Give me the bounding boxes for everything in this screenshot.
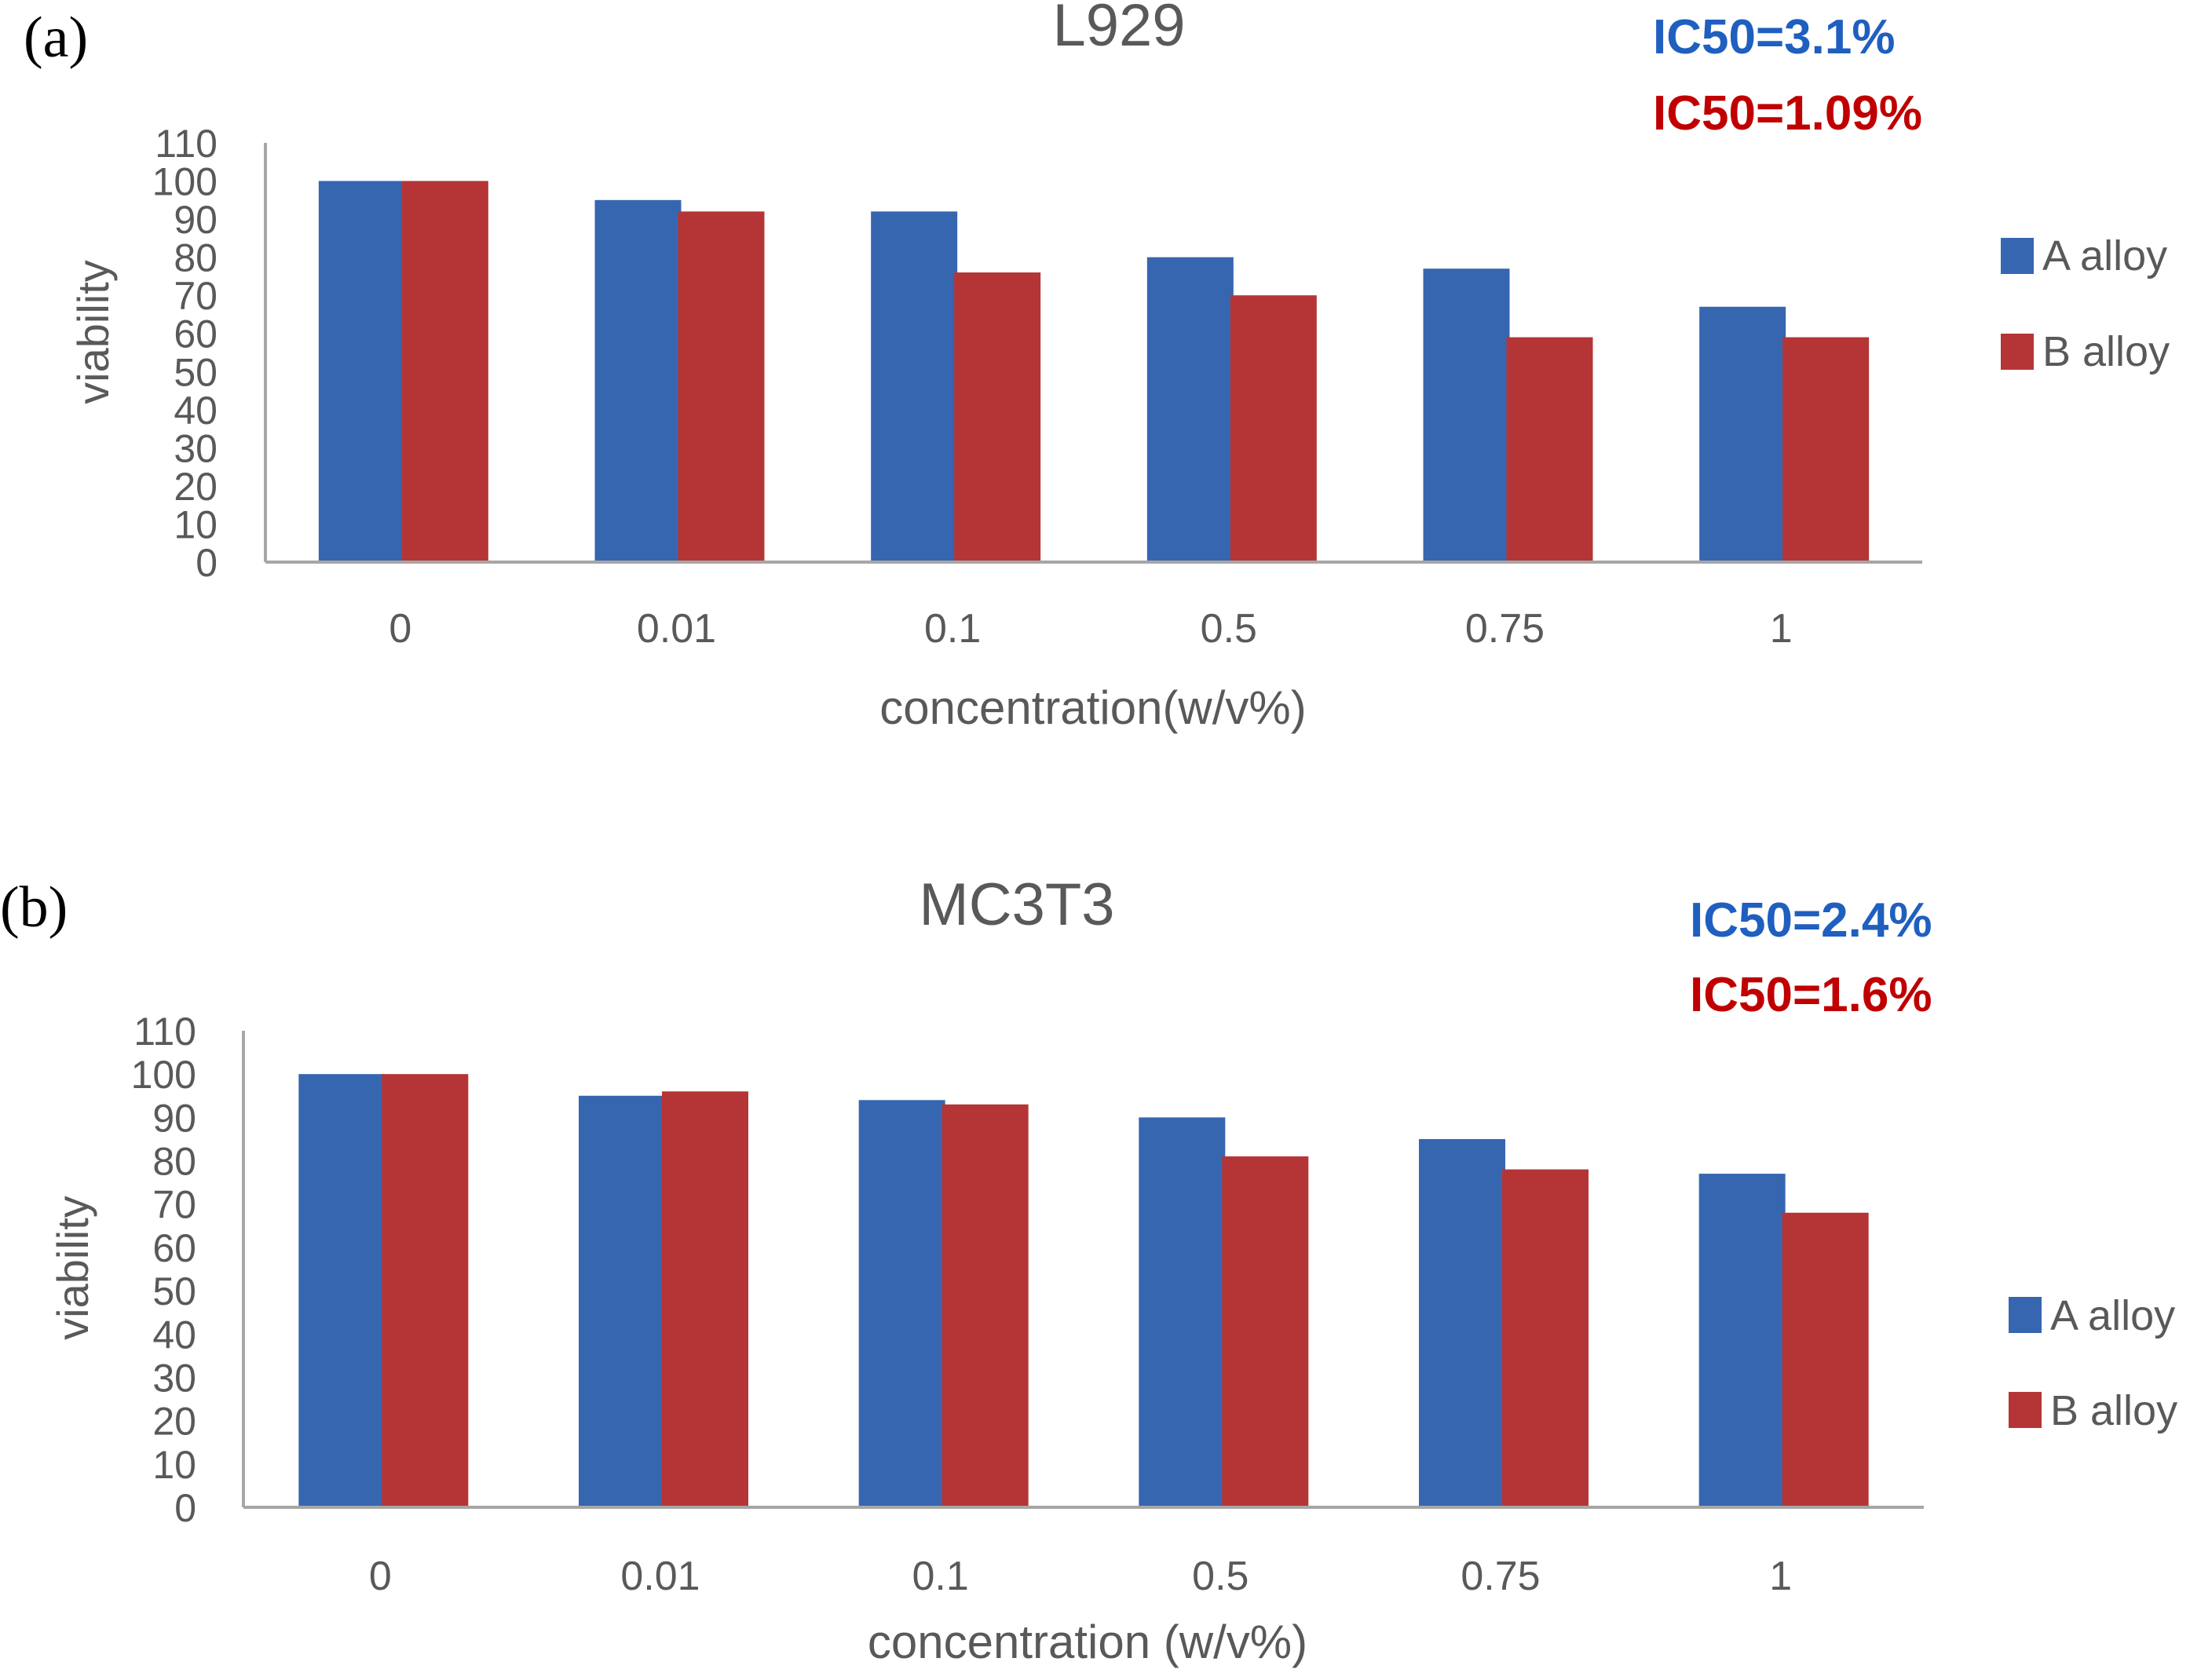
y-tick-label: 90	[152, 1096, 196, 1140]
legend: A alloy B alloy	[2009, 1292, 2177, 1434]
bar-b	[1782, 337, 1870, 562]
bar-b	[678, 211, 765, 562]
y-tick-label: 60	[152, 1226, 196, 1270]
y-tick-label: 100	[131, 1053, 196, 1097]
legend-label-a: A alloy	[2050, 1292, 2175, 1339]
y-tick-label: 40	[152, 1313, 196, 1357]
y-tick-label: 80	[174, 236, 218, 280]
bar-a	[1419, 1138, 1505, 1507]
y-tick-label: 70	[174, 274, 218, 318]
y-tick-label: 40	[174, 389, 218, 433]
x-tick-label: 0.75	[1465, 606, 1545, 652]
y-tick-label: 90	[174, 198, 218, 242]
y-tick-label: 0	[174, 1486, 196, 1530]
x-tick-label: 1	[1770, 606, 1793, 652]
ic50-annotation-a: IC50=3.1%	[1653, 10, 1896, 64]
x-tick-label: 0.75	[1461, 1554, 1540, 1599]
bar-a	[318, 181, 405, 562]
ic50-annotation-b: IC50=1.09%	[1653, 86, 1922, 141]
legend-swatch-a	[2001, 238, 2034, 274]
bar-a	[1423, 268, 1510, 562]
bar-b	[941, 1104, 1029, 1507]
x-axis-label: concentration (w/v%)	[868, 1616, 1307, 1668]
x-axis-label: concentration(w/v%)	[879, 681, 1307, 734]
bar-a	[871, 211, 958, 562]
bar-a	[594, 199, 682, 562]
y-tick-label: 50	[174, 350, 218, 394]
chart-panel-a: (a) L929 IC50=3.1% IC50=1.09% viability …	[24, 0, 2170, 734]
y-tick-label: 80	[152, 1140, 196, 1184]
legend-label-b: B alloy	[2050, 1387, 2177, 1434]
legend-label-b: B alloy	[2042, 328, 2170, 375]
x-tick-label: 0.01	[637, 606, 716, 652]
legend-label-a: A alloy	[2042, 232, 2167, 279]
x-tick-label: 0.1	[924, 606, 981, 652]
legend: A alloy B alloy	[2001, 232, 2170, 375]
chart-panel-b: (b) MC3T3 IC50=2.4% IC50=1.6% viability …	[0, 840, 2190, 1680]
bar-b	[954, 272, 1041, 562]
bar-b	[1230, 295, 1317, 562]
legend-swatch-b	[2001, 334, 2034, 370]
x-tick-label: 0.01	[620, 1554, 700, 1599]
y-tick-label: 10	[152, 1443, 196, 1487]
bar-a	[1146, 257, 1234, 562]
panel-label: (a)	[24, 5, 88, 70]
bars	[298, 1074, 1869, 1507]
bar-b	[662, 1091, 748, 1507]
x-tick-label: 1	[1769, 1554, 1792, 1599]
chart-title: L929	[1052, 0, 1185, 59]
chart-title: MC3T3	[919, 871, 1114, 938]
y-axis-label: viability	[48, 1196, 97, 1340]
bar-a	[858, 1100, 945, 1507]
chart-b-svg: (b) MC3T3 IC50=2.4% IC50=1.6% viability …	[0, 871, 2177, 1668]
bar-b	[1506, 337, 1593, 562]
x-tick-labels: 0 0.01 0.1 0.5 0.75 1	[389, 606, 1792, 652]
y-tick-label: 100	[152, 160, 218, 204]
bar-a	[579, 1095, 665, 1507]
x-tick-label: 0.5	[1201, 606, 1257, 652]
y-tick-label: 110	[155, 122, 218, 166]
x-tick-label: 0.1	[912, 1554, 969, 1599]
panel-label: (b)	[0, 875, 68, 940]
y-tick-label: 30	[152, 1356, 196, 1400]
x-tick-label: 0.5	[1192, 1554, 1249, 1599]
bar-b	[1222, 1156, 1309, 1507]
y-tick-label: 20	[174, 465, 218, 509]
legend-swatch-b	[2009, 1392, 2042, 1428]
bar-b	[1782, 1212, 1869, 1507]
bar-a	[298, 1074, 386, 1507]
x-tick-label: 0	[369, 1554, 392, 1599]
y-tick-label: 60	[174, 312, 218, 356]
ic50-annotation-b: IC50=1.6%	[1690, 968, 1932, 1022]
bar-a	[1698, 1174, 1786, 1507]
y-tick-label: 30	[174, 426, 218, 470]
legend-swatch-a	[2009, 1297, 2042, 1333]
chart-a-svg: (a) L929 IC50=3.1% IC50=1.09% viability …	[24, 0, 2170, 734]
y-tick-label: 50	[152, 1269, 196, 1313]
x-tick-labels: 0 0.01 0.1 0.5 0.75 1	[369, 1554, 1792, 1599]
ic50-annotation-a: IC50=2.4%	[1690, 893, 1932, 948]
y-axis-label: viability	[68, 260, 118, 404]
bar-b	[401, 181, 488, 562]
bar-b	[1502, 1169, 1589, 1507]
bar-a	[1699, 306, 1786, 562]
bar-b	[382, 1074, 469, 1507]
x-tick-label: 0	[389, 606, 411, 652]
y-tick-label: 10	[174, 502, 218, 546]
y-tick-label: 0	[196, 541, 218, 585]
bars	[318, 181, 1870, 562]
bar-a	[1139, 1117, 1226, 1507]
y-tick-label: 20	[152, 1400, 196, 1444]
y-tick-label: 70	[152, 1183, 196, 1227]
y-tick-label: 110	[133, 1010, 196, 1054]
